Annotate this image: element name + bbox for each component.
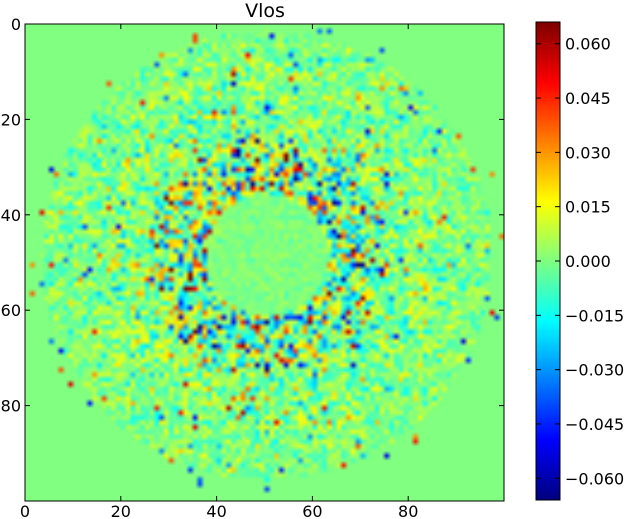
y-tick-label: 80 — [1, 397, 21, 416]
y-tick-label: 0 — [11, 15, 21, 34]
x-tick-label: 0 — [20, 502, 30, 519]
colorbar-tick-label: 0.060 — [565, 35, 611, 54]
colorbar-tick-label: −0.060 — [565, 469, 624, 488]
heatmap-area: 0 20 40 60 80 0 20 40 60 80 — [1, 15, 505, 519]
heatmap-image — [25, 24, 504, 501]
chart-title: Vlos — [245, 0, 285, 22]
y-tick-label: 20 — [1, 110, 21, 129]
x-tick-label: 80 — [398, 502, 418, 519]
colorbar-tick-label: 0.030 — [565, 143, 611, 162]
y-axis: 0 20 40 60 80 — [1, 15, 504, 416]
plot-frame — [24, 23, 505, 502]
colorbar-tick-label: 0.000 — [565, 252, 611, 271]
y-tick-label: 60 — [1, 301, 21, 320]
x-tick-label: 60 — [302, 502, 322, 519]
colorbar: −0.060 −0.045 −0.030 −0.015 0.000 0.015 0.030 0… — [535, 21, 624, 501]
x-axis: 0 20 40 60 80 — [20, 24, 418, 519]
colorbar-ticks: −0.060 −0.045 −0.030 −0.015 0.000 0.015 0.030 0… — [536, 35, 624, 488]
colorbar-tick-label: −0.015 — [565, 306, 624, 325]
y-tick-label: 40 — [1, 206, 21, 225]
colorbar-tick-label: −0.030 — [565, 361, 624, 380]
colorbar-tick-label: 0.015 — [565, 198, 611, 217]
x-tick-label: 40 — [206, 502, 226, 519]
colorbar-tick-label: 0.045 — [565, 89, 611, 108]
x-tick-label: 20 — [111, 502, 131, 519]
colorbar-tick-label: −0.045 — [565, 415, 624, 434]
